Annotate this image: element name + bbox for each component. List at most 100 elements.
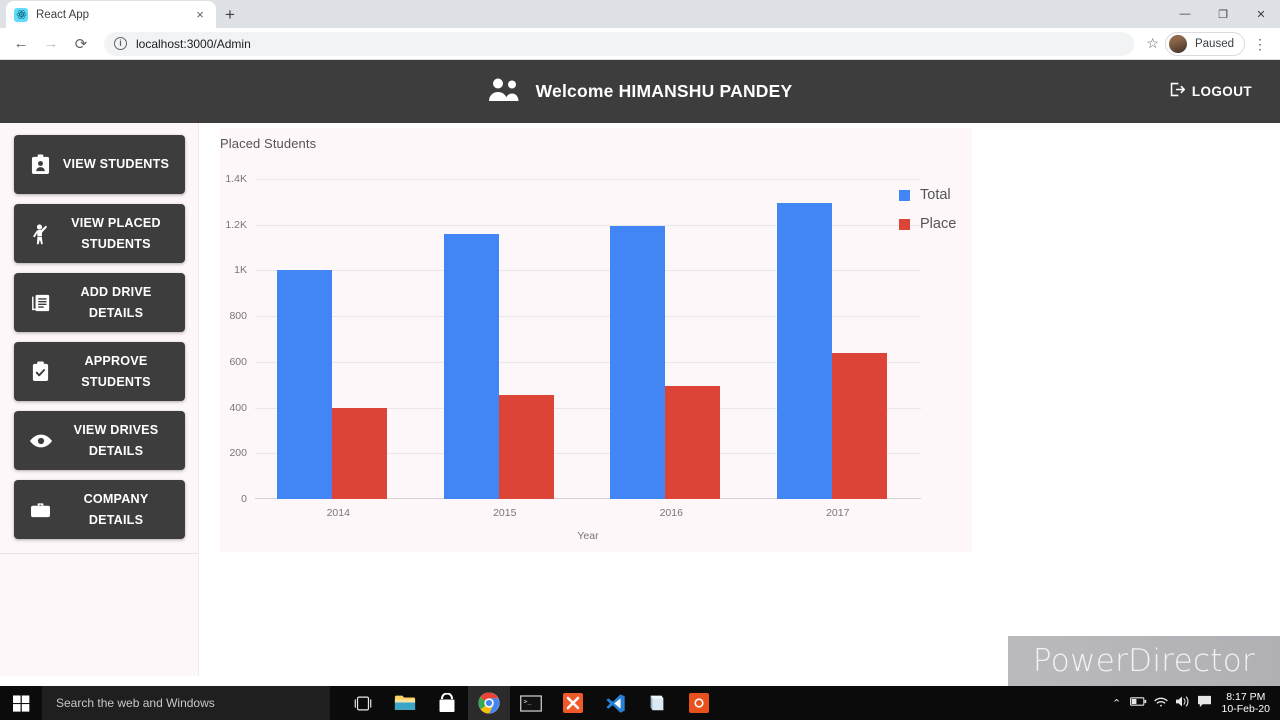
chart-gridline xyxy=(255,316,921,318)
chart-bar-total-2016[interactable] xyxy=(610,225,665,499)
sidebar-item-label: VIEW PLACED STUDENTS xyxy=(71,215,161,251)
system-tray: ⌃ xyxy=(1106,686,1280,720)
taskbar-search-placeholder: Search the web and Windows xyxy=(56,696,215,710)
google-chrome-icon[interactable] xyxy=(468,686,510,720)
chart-gridline xyxy=(255,453,921,455)
chart-x-tick-label: 2014 xyxy=(326,507,350,519)
chart-legend-item[interactable]: Place xyxy=(899,216,956,232)
sidebar-divider xyxy=(0,553,198,554)
sidebar-item-label: COMPANY DETAILS xyxy=(83,491,149,527)
sidebar-item-company-details[interactable]: COMPANY DETAILS xyxy=(13,480,185,539)
window-close-button[interactable]: ✕ xyxy=(1256,8,1266,21)
react-icon xyxy=(14,7,28,22)
sidebar-item-label: VIEW DRIVES DETAILS xyxy=(73,422,159,458)
back-button[interactable]: ← xyxy=(13,35,29,52)
chart-x-tick-label: 2015 xyxy=(493,507,517,519)
sidebar-item-label: ADD DRIVE DETAILS xyxy=(80,284,152,320)
vs-code-icon[interactable] xyxy=(594,686,636,720)
volume-icon[interactable] xyxy=(1172,695,1194,711)
task-view-icon[interactable] xyxy=(342,686,384,720)
chart-y-tick-label: 0 xyxy=(241,493,247,505)
eye-icon xyxy=(24,434,58,448)
chart-bar-placed-2016[interactable] xyxy=(665,385,720,499)
placed-students-chart: Placed Students 0 200 400 600 800 1K 1.2K 1.4K 2… xyxy=(220,128,972,552)
close-icon[interactable]: × xyxy=(196,6,204,22)
chart-gridline xyxy=(255,361,921,363)
taskbar-search-input[interactable]: Search the web and Windows xyxy=(42,686,330,720)
battery-icon[interactable] xyxy=(1128,696,1150,710)
chart-bar-total-2017[interactable] xyxy=(776,203,832,499)
chart-bar-total-2015[interactable] xyxy=(443,233,499,499)
address-bar-url: localhost:3000/Admin xyxy=(136,36,251,51)
powerdirector-icon[interactable] xyxy=(678,686,720,720)
minimize-button[interactable]: — xyxy=(1179,8,1191,20)
browser-tab-title: React App xyxy=(36,8,90,21)
sidebar-item-view-students[interactable]: VIEW STUDENTS xyxy=(13,135,185,194)
sidebar-item-add-drive-details[interactable]: ADD DRIVE DETAILS xyxy=(13,273,185,332)
reload-button[interactable]: ⟳ xyxy=(74,35,88,53)
chart-legend: Total Place xyxy=(899,178,972,248)
chart-gridline xyxy=(255,179,921,180)
chart-bar-placed-2017[interactable] xyxy=(831,352,887,499)
windows-taskbar: Search the web and Windows xyxy=(0,686,1280,720)
chart-y-tick-label: 1.4K xyxy=(225,173,247,185)
welcome-message: Welcome HIMANSHU PANDEY xyxy=(535,81,793,101)
profile-button[interactable]: Paused xyxy=(1164,31,1245,56)
file-explorer-icon[interactable] xyxy=(384,686,426,720)
logout-button[interactable]: LOGOUT xyxy=(1169,81,1252,103)
browser-tab-strip: React App × + — ❐ ✕ xyxy=(0,0,1280,28)
maximize-button[interactable]: ❐ xyxy=(1218,8,1228,21)
chart-title: Placed Students xyxy=(220,136,317,151)
xampp-icon[interactable] xyxy=(552,686,594,720)
people-icon xyxy=(488,76,522,107)
forward-button[interactable]: → xyxy=(43,35,59,52)
main-content: Placed Students 0 200 400 600 800 1K 1.2K 1.4K 2… xyxy=(199,123,1280,676)
chart-bar-placed-2014[interactable] xyxy=(332,407,387,499)
sidebar-item-label: APPROVE STUDENTS xyxy=(81,353,151,389)
chart-y-tick-label: 200 xyxy=(229,447,247,460)
microsoft-store-icon[interactable] xyxy=(426,686,468,720)
chart-bar-placed-2015[interactable] xyxy=(498,395,554,499)
browser-menu-icon[interactable]: ⋮ xyxy=(1253,35,1267,52)
address-bar[interactable]: i localhost:3000/Admin xyxy=(104,31,1135,56)
chart-baseline xyxy=(255,498,921,499)
command-prompt-icon[interactable]: >_ xyxy=(510,686,552,720)
chart-y-tick-label: 600 xyxy=(229,355,247,368)
window-controls: — ❐ ✕ xyxy=(1166,0,1280,28)
person-raised-hand-icon xyxy=(24,223,58,245)
logout-label: LOGOUT xyxy=(1191,84,1252,99)
action-center-icon[interactable] xyxy=(1194,695,1216,711)
chart-legend-item[interactable]: Total xyxy=(899,187,956,203)
chart-legend-swatch xyxy=(899,218,910,230)
wifi-icon[interactable] xyxy=(1150,696,1172,711)
chart-legend-items: Total Place xyxy=(899,187,956,245)
sidebar-item-view-placed-students[interactable]: VIEW PLACED STUDENTS xyxy=(13,204,185,263)
chart-gridline xyxy=(255,224,921,226)
browser-tab[interactable]: React App × xyxy=(6,1,216,28)
chart-bar-total-2014[interactable] xyxy=(277,270,332,499)
windows-logo-icon[interactable] xyxy=(0,686,42,720)
chart-bar-group: 2016 xyxy=(588,179,755,519)
chart-bar-group: 2014 xyxy=(255,179,422,519)
bookmark-star-icon[interactable]: ☆ xyxy=(1146,35,1159,51)
taskbar-app-icons: >_ xyxy=(342,686,720,720)
profile-status-label: Paused xyxy=(1194,37,1234,50)
clock-time: 8:17 PM xyxy=(1226,691,1266,703)
show-hidden-icons-chevron[interactable]: ⌃ xyxy=(1111,697,1122,710)
chart-x-axis-label: Year xyxy=(577,530,599,542)
sidebar-item-label: VIEW STUDENTS xyxy=(62,157,170,172)
id-badge-icon xyxy=(24,154,58,175)
chart-gridline xyxy=(255,407,921,409)
clock-date: 10-Feb-20 xyxy=(1221,703,1270,715)
new-tab-button[interactable]: + xyxy=(225,4,235,24)
notepad-icon[interactable] xyxy=(636,686,678,720)
site-info-icon[interactable]: i xyxy=(114,37,127,50)
chart-gridline xyxy=(255,270,921,272)
chart-legend-swatch xyxy=(899,189,910,201)
chart-legend-label: Place xyxy=(920,216,957,232)
sidebar-item-approve-students[interactable]: APPROVE STUDENTS xyxy=(13,342,185,401)
sidebar-item-view-drives-details[interactable]: VIEW DRIVES DETAILS xyxy=(13,411,185,470)
taskbar-clock[interactable]: 8:17 PM 10-Feb-20 xyxy=(1222,691,1274,715)
chart-x-tick-label: 2016 xyxy=(659,507,683,519)
